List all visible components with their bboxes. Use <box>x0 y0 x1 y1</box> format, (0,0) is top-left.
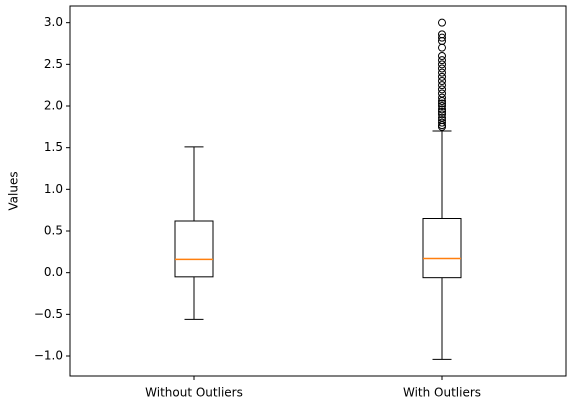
outlier <box>438 43 446 52</box>
x-tick-label: With Outliers <box>403 386 481 400</box>
box <box>422 218 462 279</box>
y-axis-label: Values <box>7 171 21 210</box>
y-tick-label: 0.0 <box>44 265 63 279</box>
outlier <box>438 60 446 69</box>
outlier <box>438 110 446 119</box>
y-tick-label: −0.5 <box>34 307 63 321</box>
outlier <box>438 99 446 108</box>
outlier <box>438 93 446 102</box>
outlier <box>438 113 446 122</box>
x-tick-label: Without Outliers <box>145 386 243 400</box>
outlier <box>438 85 446 94</box>
y-tick-label: 0.5 <box>44 224 63 238</box>
outlier <box>438 107 446 116</box>
y-tick-label: 3.0 <box>44 15 63 29</box>
outlier <box>438 122 446 131</box>
y-tick-label: 2.5 <box>44 57 63 71</box>
outlier <box>438 118 446 127</box>
outlier <box>438 64 446 73</box>
y-tick-label: 1.0 <box>44 182 63 196</box>
y-tick-label: 2.0 <box>44 99 63 113</box>
y-tick-label: −1.0 <box>34 349 63 363</box>
outlier <box>438 30 446 39</box>
outlier <box>438 105 446 114</box>
y-tick-label: 1.5 <box>44 140 63 154</box>
outlier <box>438 68 446 77</box>
outlier <box>438 81 446 90</box>
outlier <box>438 72 446 81</box>
box <box>174 220 214 278</box>
outlier <box>438 33 446 42</box>
outlier <box>438 89 446 98</box>
outlier <box>438 116 446 125</box>
outlier <box>438 56 446 65</box>
outlier <box>438 18 446 27</box>
outlier <box>438 77 446 85</box>
outlier <box>438 52 446 60</box>
outlier <box>438 102 446 110</box>
plot-frame <box>69 5 567 377</box>
